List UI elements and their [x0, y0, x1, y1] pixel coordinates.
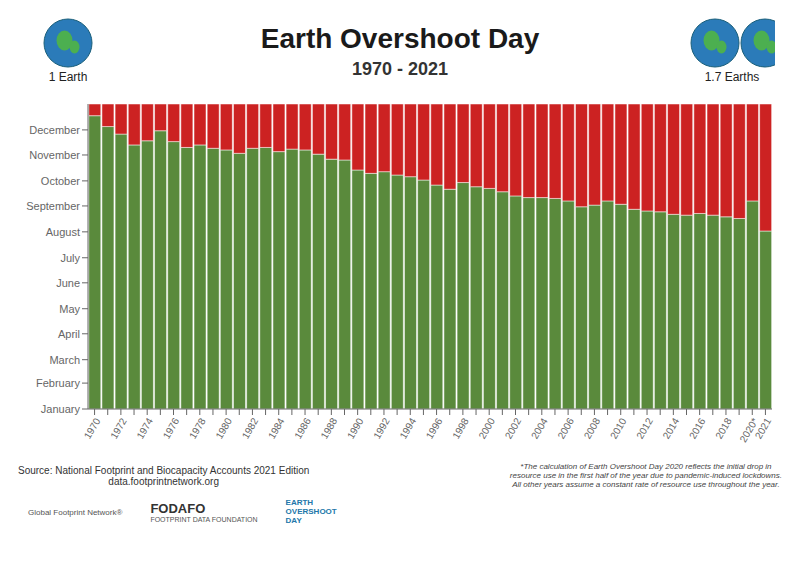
svg-text:2002: 2002	[503, 416, 524, 441]
svg-text:September: September	[26, 200, 80, 212]
svg-text:November: November	[29, 149, 80, 161]
svg-text:2010: 2010	[608, 416, 629, 441]
svg-text:1982: 1982	[240, 416, 261, 441]
svg-text:2016: 2016	[687, 416, 708, 441]
svg-text:July: July	[60, 252, 80, 264]
svg-text:May: May	[59, 303, 80, 315]
svg-text:June: June	[56, 277, 80, 289]
svg-text:1978: 1978	[187, 416, 208, 441]
html-text:Earth Overshoot Day: Earth Overshoot Day	[260, 22, 540, 54]
svg-text:2014: 2014	[661, 416, 682, 441]
svg-text:2000: 2000	[476, 416, 497, 441]
svg-text:1996: 1996	[424, 416, 445, 441]
html-text:EARTH: EARTH	[285, 498, 314, 507]
html-text:Global Footprint Network®: Global Footprint Network®	[28, 507, 123, 517]
svg-text:1984: 1984	[266, 416, 287, 441]
svg-text:February: February	[36, 377, 81, 389]
html-text:Source: National Footprint and: Source: National Footprint and Biocapaci…	[18, 464, 310, 476]
svg-text:2004: 2004	[529, 416, 550, 441]
html-text:FODAFO: FODAFO	[150, 501, 206, 517]
svg-text:August: August	[46, 226, 80, 238]
svg-text:2006: 2006	[555, 416, 576, 441]
svg-text:January: January	[41, 403, 81, 415]
svg-text:April: April	[58, 328, 80, 340]
svg-text:1970: 1970	[82, 416, 103, 441]
svg-text:1980: 1980	[213, 416, 234, 441]
svg-text:March: March	[49, 354, 80, 366]
svg-text:1976: 1976	[161, 416, 182, 441]
html-text:DAY: DAY	[285, 515, 302, 525]
svg-text:2020*: 2020*	[737, 416, 761, 445]
html-text:All other years assume a const: All other years assume a constant rate o…	[512, 480, 780, 489]
svg-text:2018: 2018	[713, 416, 734, 441]
svg-text:1974: 1974	[134, 416, 155, 441]
html-text:FOOTPRINT DATA FOUNDATION: FOOTPRINT DATA FOUNDATION	[150, 516, 258, 524]
svg-text:2012: 2012	[634, 416, 655, 441]
html-text:*The calculation of Earth Over: *The calculation of Earth Overshoot Day …	[520, 462, 772, 471]
svg-text:December: December	[29, 124, 80, 136]
svg-text:1992: 1992	[371, 416, 392, 441]
html-text:OVERSHOOT: OVERSHOOT	[285, 506, 337, 516]
svg-text:1998: 1998	[450, 416, 471, 441]
svg-text:2021: 2021	[753, 416, 774, 441]
html-text:data.footprintnetwork.org: data.footprintnetwork.org	[108, 475, 219, 487]
svg-text:1990: 1990	[345, 416, 366, 441]
html-text:resource use in the first half: resource use in the first half of the ye…	[509, 471, 782, 480]
html-text:1970 - 2021: 1970 - 2021	[352, 58, 448, 79]
svg-text:October: October	[41, 175, 80, 187]
svg-text:1988: 1988	[319, 416, 340, 441]
html-text:1 Earth: 1 Earth	[48, 70, 88, 84]
html-text:1.7 Earths: 1.7 Earths	[704, 70, 760, 84]
svg-text:1994: 1994	[397, 416, 418, 441]
svg-text:1986: 1986	[292, 416, 313, 441]
svg-text:1972: 1972	[108, 416, 129, 441]
svg-text:2008: 2008	[582, 416, 603, 441]
